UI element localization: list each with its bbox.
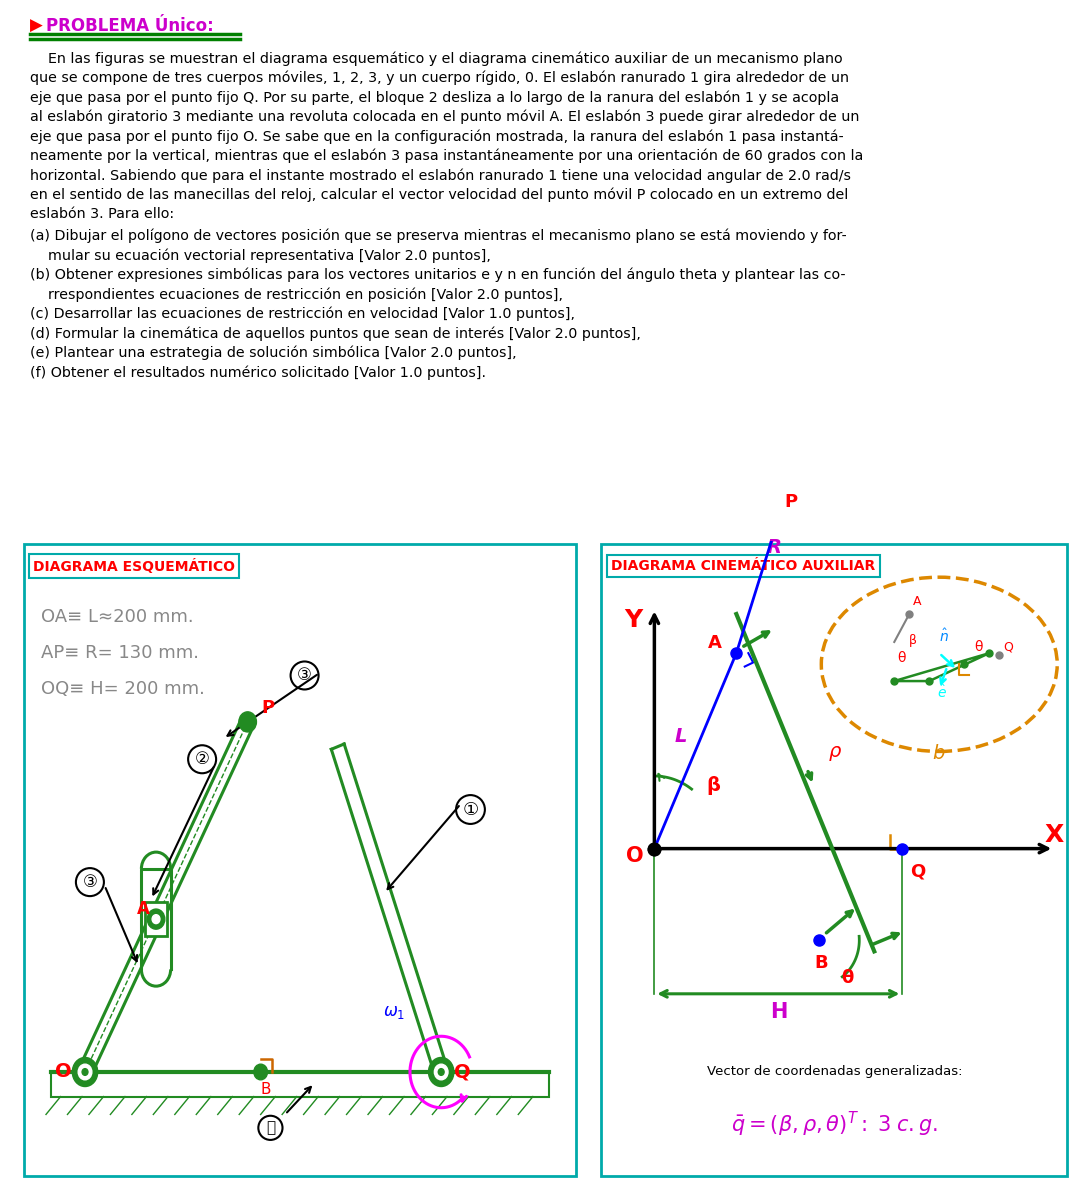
Bar [146,902,166,935]
Text: L: L [674,727,687,746]
Text: $\hat{e}$: $\hat{e}$ [937,683,947,701]
Text: eslabón 3. Para ello:: eslabón 3. Para ello: [30,207,174,221]
Text: P: P [784,493,797,511]
Text: O: O [626,846,644,866]
Text: B: B [814,954,828,972]
Text: (f) Obtener el resultados numérico solicitado [Valor 1.0 puntos].: (f) Obtener el resultados numérico solic… [30,365,486,380]
Text: (b) Obtener expresiones simbólicas para los vectores unitarios e y n en función : (b) Obtener expresiones simbólicas para … [30,268,846,282]
Bar [51,1072,549,1096]
Text: DIAGRAMA CINEMÁTICO AUXILIAR: DIAGRAMA CINEMÁTICO AUXILIAR [611,559,876,574]
Text: horizontal. Sabiendo que para el instante mostrado el eslabón ranurado 1 tiene u: horizontal. Sabiendo que para el instant… [30,168,851,182]
Circle shape [147,909,165,929]
Text: PROBLEMA Único:: PROBLEMA Único: [46,17,214,35]
Text: $\bar{q}=(\beta,\rho,\theta)^T:\;3\;c.g.$: $\bar{q}=(\beta,\rho,\theta)^T:\;3\;c.g.… [731,1110,937,1139]
Text: ③: ③ [82,873,97,891]
Text: A: A [914,595,921,608]
Text: Q: Q [1003,641,1013,655]
Text: A: A [708,633,723,652]
Text: rrespondientes ecuaciones de restricción en posición [Valor 2.0 puntos],: rrespondientes ecuaciones de restricción… [30,287,563,302]
Text: H: H [770,1002,787,1022]
Text: θ: θ [897,651,906,665]
Text: neamente por la vertical, mientras que el eslabón 3 pasa instantáneamente por un: neamente por la vertical, mientras que e… [30,149,863,163]
Circle shape [152,915,160,923]
Text: B: B [260,1083,271,1097]
Text: mular su ecuación vectorial representativa [Valor 2.0 puntos],: mular su ecuación vectorial representati… [30,249,491,263]
Text: O: O [55,1063,72,1082]
Text: OQ≡ H= 200 mm.: OQ≡ H= 200 mm. [41,679,205,699]
Text: (d) Formular la cinemática de aquellos puntos que sean de interés [Valor 2.0 pun: (d) Formular la cinemática de aquellos p… [30,326,640,340]
Circle shape [72,1058,97,1086]
Circle shape [438,1069,444,1076]
Text: X: X [1044,823,1064,847]
Text: $\hat{n}$: $\hat{n}$ [940,628,949,645]
Text: R: R [767,538,781,557]
Text: b: b [932,744,945,763]
Text: P: P [261,699,274,716]
Text: eje que pasa por el punto fijo Q. Por su parte, el bloque 2 desliza a lo largo d: eje que pasa por el punto fijo Q. Por su… [30,90,839,105]
Text: eje que pasa por el punto fijo O. Se sabe que en la configuración mostrada, la r: eje que pasa por el punto fijo O. Se sab… [30,129,843,144]
Text: ①: ① [462,801,478,819]
Text: ▶: ▶ [30,17,43,35]
Text: Q: Q [455,1063,471,1082]
Circle shape [78,1064,92,1079]
Circle shape [434,1064,448,1079]
Circle shape [254,1064,268,1079]
Text: ⓪: ⓪ [266,1120,275,1135]
Text: β: β [909,634,917,647]
Circle shape [429,1058,454,1086]
Text: A: A [136,900,149,917]
Text: $\omega_1$: $\omega_1$ [382,1003,405,1021]
Text: ρ: ρ [828,743,840,762]
Text: Vector de coordenadas generalizadas:: Vector de coordenadas generalizadas: [706,1065,962,1078]
Text: ③: ③ [297,666,312,684]
Text: Q: Q [910,863,926,881]
Text: OA≡ L≈200 mm.: OA≡ L≈200 mm. [41,608,193,626]
Text: que se compone de tres cuerpos móviles, 1, 2, 3, y un cuerpo rígido, 0. El eslab: que se compone de tres cuerpos móviles, … [30,70,849,84]
Circle shape [82,1069,87,1076]
Text: (a) Dibujar el polígono de vectores posición que se preserva mientras el mecanis: (a) Dibujar el polígono de vectores posi… [30,228,847,243]
Text: Y: Y [624,608,643,632]
Circle shape [239,712,256,732]
Text: En las figuras se muestran el diagrama esquemático y el diagrama cinemático auxi: En las figuras se muestran el diagrama e… [30,51,842,65]
Text: ②: ② [194,750,210,769]
Text: θ: θ [974,640,983,654]
Text: (c) Desarrollar las ecuaciones de restricción en velocidad [Valor 1.0 puntos],: (c) Desarrollar las ecuaciones de restri… [30,307,575,321]
Text: θ: θ [841,969,853,987]
Text: AP≡ R= 130 mm.: AP≡ R= 130 mm. [41,644,199,662]
Text: (e) Plantear una estrategia de solución simbólica [Valor 2.0 puntos],: (e) Plantear una estrategia de solución … [30,346,516,361]
Text: β: β [706,776,720,795]
Text: DIAGRAMA ESQUEMÁTICO: DIAGRAMA ESQUEMÁTICO [33,558,235,574]
Text: en el sentido de las manecillas del reloj, calcular el vector velocidad del punt: en el sentido de las manecillas del relo… [30,188,848,202]
Text: al eslabón giratorio 3 mediante una revoluta colocada en el punto móvil A. El es: al eslabón giratorio 3 mediante una revo… [30,109,860,124]
